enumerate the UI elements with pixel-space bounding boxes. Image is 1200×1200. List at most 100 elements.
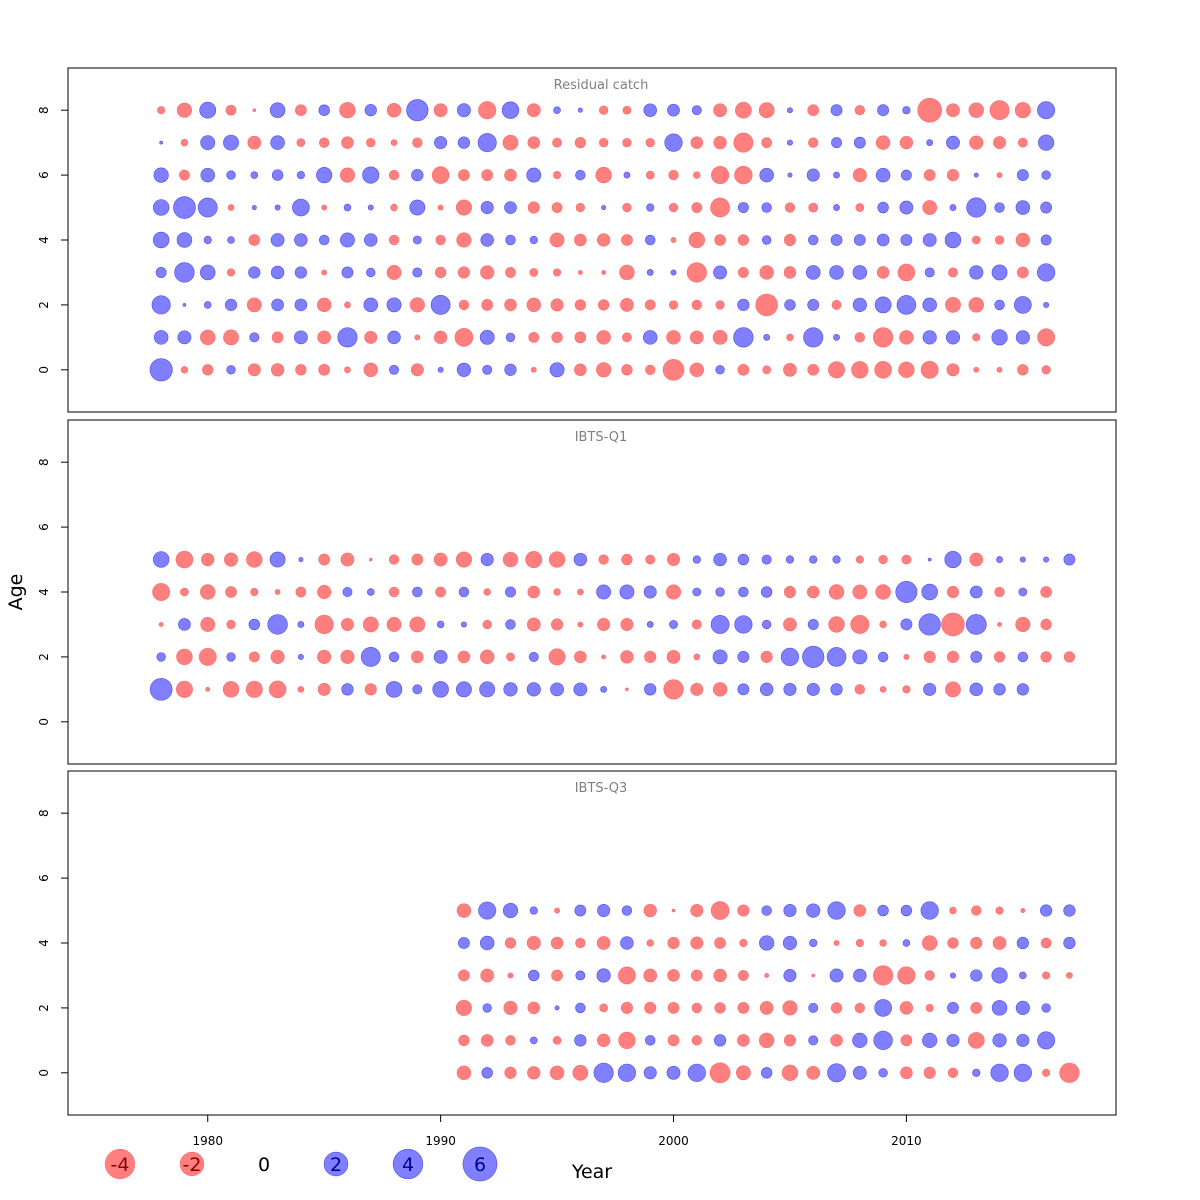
residual-bubble	[180, 366, 189, 374]
residual-bubble	[668, 202, 679, 213]
residual-bubble	[946, 650, 960, 664]
residual-bubble	[409, 616, 426, 633]
residual-bubble	[314, 614, 334, 635]
residual-bubble	[482, 619, 492, 630]
residual-bubble	[1063, 651, 1076, 663]
residual-bubble	[806, 903, 821, 918]
residual-bubble	[529, 1036, 538, 1045]
residual-bubble	[737, 1001, 750, 1014]
residual-bubble	[248, 618, 261, 631]
residual-bubble	[1015, 200, 1031, 215]
residual-bubble	[854, 104, 866, 116]
residual-bubble	[298, 557, 304, 563]
residual-bubble	[946, 1033, 960, 1047]
residual-bubble	[666, 553, 681, 567]
panel-title: IBTS-Q1	[575, 430, 628, 445]
residual-bubble	[460, 621, 467, 628]
residual-bubble	[691, 105, 702, 116]
residual-bubble	[735, 1065, 751, 1081]
residual-bubble	[456, 903, 472, 918]
residual-bubble	[529, 235, 538, 245]
residual-bubble	[1017, 651, 1029, 663]
residual-bubble	[481, 169, 494, 182]
residual-bubble	[737, 650, 750, 663]
residual-bubble	[806, 168, 820, 182]
residual-bubble	[643, 903, 657, 918]
residual-bubble	[878, 1068, 888, 1078]
residual-bubble	[715, 300, 725, 310]
residual-bubble	[945, 296, 961, 313]
residual-bubble	[762, 365, 772, 375]
residual-bubble	[295, 586, 307, 598]
residual-bubble	[785, 555, 795, 564]
residual-bubble	[786, 139, 793, 146]
residual-bubble	[761, 202, 772, 213]
residual-bubble	[852, 584, 868, 600]
residual-bubble	[852, 297, 867, 313]
residual-bubble	[827, 901, 846, 920]
residual-bubble	[339, 101, 356, 119]
residual-bubble	[504, 201, 517, 214]
residual-bubble	[970, 1001, 983, 1014]
residual-bubble	[412, 684, 423, 695]
residual-bubble	[947, 1067, 959, 1079]
residual-bubble	[152, 231, 170, 249]
residual-bubble	[852, 265, 868, 280]
residual-bubble	[852, 649, 868, 665]
residual-bubble	[1017, 364, 1029, 376]
residual-bubble	[477, 133, 497, 153]
y-tick-label: 6	[37, 523, 51, 531]
residual-bubble	[201, 552, 215, 567]
residual-bubble	[437, 204, 444, 211]
residual-bubble	[667, 969, 680, 982]
residual-bubble	[573, 552, 588, 567]
residual-bubble	[854, 684, 866, 695]
residual-bubble	[994, 235, 1005, 245]
residual-bubble	[686, 262, 707, 283]
residual-bubble	[389, 364, 400, 375]
residual-bubble	[454, 327, 474, 347]
panel-2: IBTS-Q3 0 2 4 6 8	[37, 770, 1117, 1116]
residual-bubble	[1037, 328, 1056, 347]
residual-bubble	[761, 235, 772, 245]
residual-bubble	[690, 136, 704, 149]
residual-bubble	[317, 584, 332, 600]
residual-bubble	[669, 620, 678, 629]
residual-bubble	[340, 552, 355, 567]
legend-bubble	[462, 1146, 498, 1182]
residual-bubble	[877, 651, 889, 663]
residual-bubble	[921, 935, 938, 951]
y-tick-label: 8	[37, 106, 51, 114]
residual-bubble	[1041, 1003, 1051, 1013]
residual-bubble	[663, 679, 684, 700]
residual-bubble	[458, 1034, 470, 1047]
residual-bubble	[827, 1063, 846, 1083]
residual-bubble	[923, 169, 936, 182]
residual-bubble	[853, 904, 867, 917]
residual-bubble	[175, 550, 194, 569]
residual-bubble	[501, 101, 520, 119]
residual-bubble	[877, 904, 889, 917]
residual-bubble	[780, 647, 800, 667]
residual-bubble	[875, 584, 891, 600]
residual-bubble	[687, 1063, 706, 1082]
residual-bubble	[527, 136, 541, 149]
residual-bubble	[294, 298, 308, 312]
residual-bubble	[1016, 936, 1029, 950]
residual-bubble	[782, 935, 798, 951]
residual-bubble	[363, 297, 379, 313]
residual-bubble	[644, 650, 657, 664]
residual-bubble	[1043, 556, 1050, 563]
residual-bubble	[690, 682, 704, 696]
residual-bubble	[597, 904, 611, 918]
residual-bubble	[339, 167, 356, 183]
residual-bubble	[902, 106, 911, 115]
residual-bubble	[783, 617, 797, 632]
residual-bubble	[548, 648, 566, 666]
residual-bubble	[622, 137, 632, 148]
residual-bubble	[992, 936, 1007, 950]
residual-bubble	[662, 358, 685, 381]
residual-bubble	[968, 102, 985, 118]
residual-bubble	[269, 551, 286, 568]
residual-bubble	[554, 1005, 560, 1011]
